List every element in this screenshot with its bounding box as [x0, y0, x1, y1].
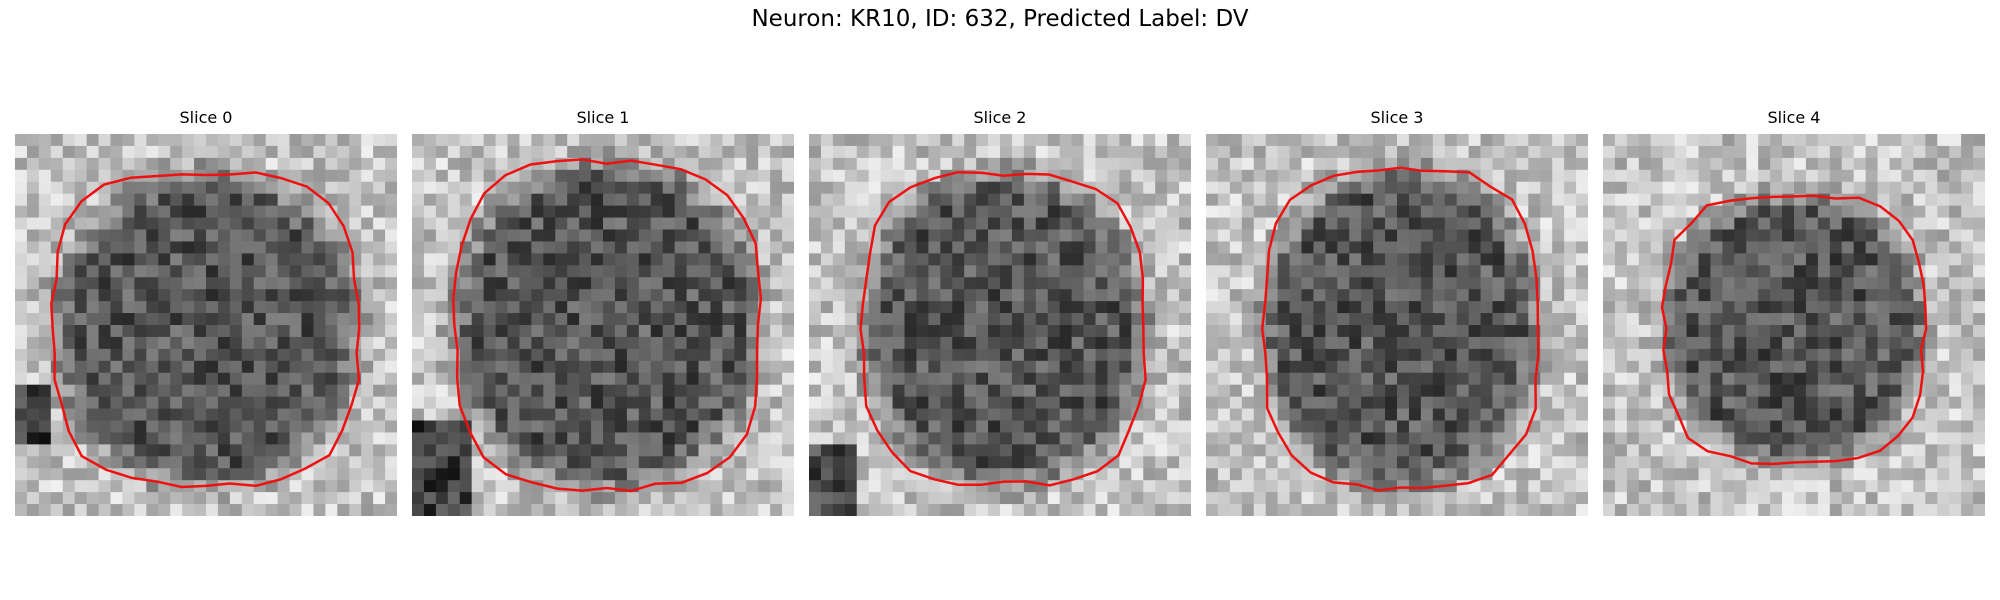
segmentation-contour	[1660, 194, 1928, 466]
segmentation-contour	[50, 171, 361, 489]
figure-title: Neuron: KR10, ID: 632, Predicted Label: …	[751, 6, 1249, 32]
segmentation-contour	[1260, 166, 1540, 492]
pixel-grid	[15, 134, 397, 516]
segmentation-contour	[859, 170, 1147, 487]
pixel-grid	[1206, 134, 1588, 516]
segmentation-contour	[452, 158, 763, 493]
slice-4-title: Slice 4	[1767, 108, 1821, 127]
slice-1-title: Slice 1	[576, 108, 630, 127]
slice-3-canvas	[1206, 134, 1588, 516]
slice-0-canvas	[15, 134, 397, 516]
pixel-grid	[1603, 134, 1985, 516]
slice-2-image	[809, 134, 1191, 516]
pixel-grid	[809, 134, 1191, 516]
slice-1-image	[412, 134, 794, 516]
pixel-grid	[412, 134, 794, 516]
slice-2-title: Slice 2	[973, 108, 1027, 127]
slice-0-image	[15, 134, 397, 516]
slice-3-image	[1206, 134, 1588, 516]
slice-2-canvas	[809, 134, 1191, 516]
slice-0-title: Slice 0	[179, 108, 233, 127]
slice-4-image	[1603, 134, 1985, 516]
slice-4-canvas	[1603, 134, 1985, 516]
slice-3-title: Slice 3	[1370, 108, 1424, 127]
slice-1-canvas	[412, 134, 794, 516]
